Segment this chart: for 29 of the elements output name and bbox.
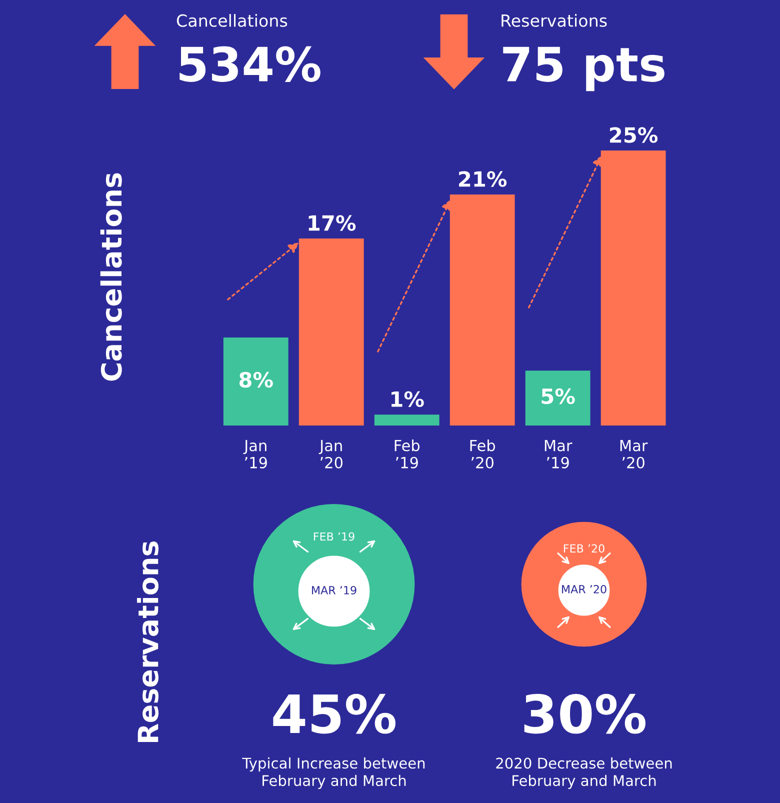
bar (525, 370, 590, 426)
data-label: 25% (610, 127, 658, 143)
text: 534% (180, 46, 320, 82)
text: 2020 Decrease between February and March (496, 757, 672, 789)
x-tick-label: Jan ’19 (243, 440, 267, 468)
y-axis-title: Cancellations (100, 173, 122, 381)
x-tick-label: Feb ’19 (394, 439, 420, 468)
data-label: 5% (542, 388, 575, 404)
text: Reservations (137, 542, 159, 742)
text: Reservations (502, 14, 607, 27)
x-tick-label: Mar ’19 (544, 440, 572, 468)
text: 30% (524, 694, 646, 734)
text: FEB ’19 (314, 532, 354, 541)
data-label: 8% (239, 372, 273, 388)
data-label: 21% (459, 171, 507, 187)
text: Cancellations (176, 14, 288, 27)
text: FEB ’20 (564, 544, 604, 553)
text: MAR ’20 (562, 585, 606, 594)
x-tick-label: Feb ’20 (470, 439, 496, 468)
bar (223, 338, 288, 426)
data-label: 1% (392, 391, 424, 407)
x-tick-label: Mar ’20 (620, 440, 648, 468)
text: 45% (273, 694, 396, 734)
text: MAR ’19 (312, 586, 356, 594)
data-label: 17% (308, 215, 356, 231)
x-tick-label: Jan ’20 (318, 440, 343, 468)
bar (374, 414, 440, 426)
text: Typical Increase between February and March (242, 757, 425, 789)
text: 75 pts (503, 46, 664, 92)
